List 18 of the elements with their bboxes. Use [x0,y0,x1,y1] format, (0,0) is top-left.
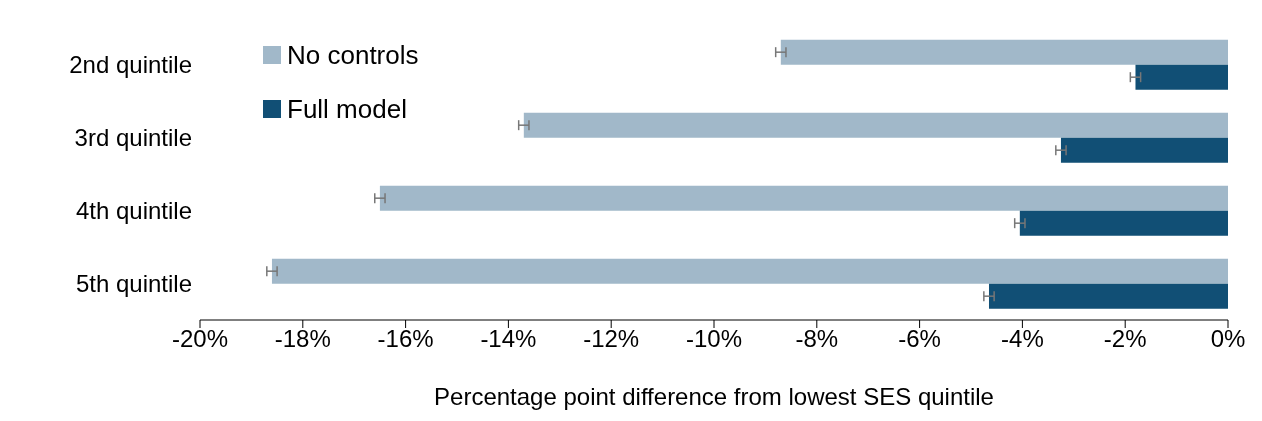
y-tick-label: 3rd quintile [74,124,192,152]
y-tick-label: 4th quintile [75,197,192,225]
x-tick-label: -12% [583,325,640,353]
x-tick-label: -8% [795,325,839,353]
x-tick-label: -14% [480,325,537,353]
legend-label: No controls [287,39,419,71]
x-axis-title: Percentage point difference from lowest SES quintile [434,383,994,410]
legend-label: Full model [287,93,407,125]
x-tick-label: -20% [171,325,229,353]
x-tick-label: -18% [274,325,331,353]
x-tick-label: -6% [898,325,941,353]
x-tick-label: -4% [1001,325,1044,353]
x-tick-label: -2% [1103,325,1147,353]
x-tick-label: 0% [1210,325,1246,353]
y-tick-label: 5th quintile [75,270,192,298]
x-tick-label: -10% [685,325,743,353]
y-tick-label: 2nd quintile [69,51,192,79]
x-tick-label: -16% [377,325,434,353]
